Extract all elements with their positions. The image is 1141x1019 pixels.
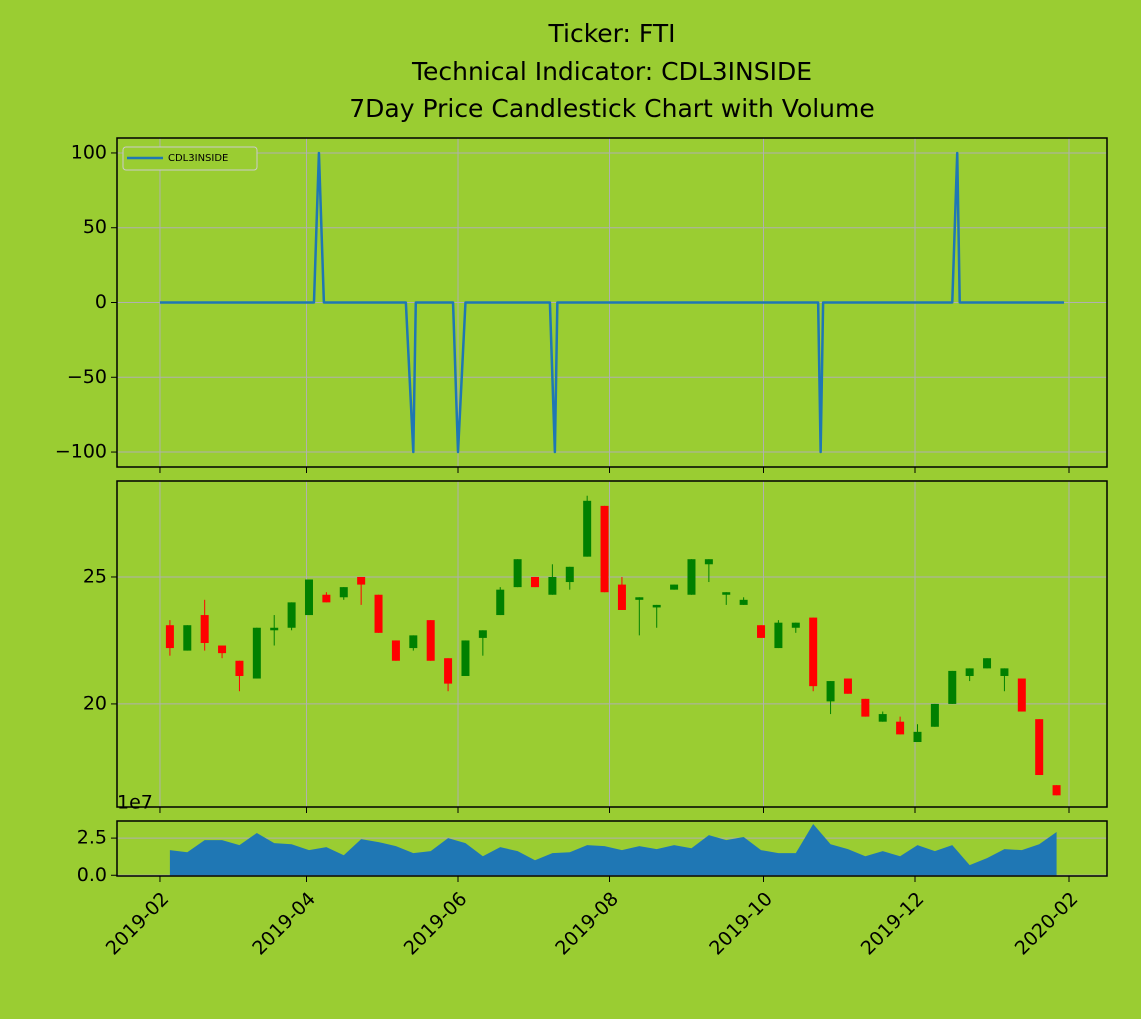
- candle-body: [757, 625, 766, 638]
- candle-body: [252, 627, 261, 679]
- candle-body: [235, 660, 244, 676]
- candle-body: [930, 703, 939, 727]
- candle-body: [965, 668, 974, 676]
- chart-title: Technical Indicator: CDL3INSIDE: [411, 57, 812, 86]
- candle-body: [304, 579, 313, 616]
- candle-body: [339, 587, 348, 598]
- candle-body: [617, 584, 626, 610]
- candle-body: [374, 594, 383, 633]
- candle-body: [461, 640, 470, 676]
- candle-body: [444, 658, 453, 684]
- y-tick-label: 100: [71, 141, 107, 163]
- candle-body: [722, 592, 731, 595]
- candle-body: [983, 658, 992, 669]
- candle-body: [409, 635, 418, 649]
- candle-body: [600, 505, 609, 593]
- candle-body: [861, 698, 870, 717]
- candle-body: [200, 615, 209, 643]
- y-tick-label: 2.5: [77, 827, 107, 849]
- candle-body: [513, 559, 522, 588]
- y-tick-label: −50: [67, 366, 107, 388]
- legend-box: [122, 146, 258, 171]
- candle-body: [896, 721, 905, 735]
- candle-body: [635, 597, 644, 600]
- candle-body: [165, 625, 174, 649]
- candle-body: [391, 640, 400, 661]
- chart-title: Ticker: FTI: [548, 19, 676, 48]
- candle-body: [826, 681, 835, 702]
- candle-body: [548, 576, 557, 595]
- volume-area: [169, 823, 1057, 876]
- candle-body: [739, 599, 748, 605]
- candle-body: [704, 559, 713, 565]
- candle-body: [687, 559, 696, 595]
- candle-body: [270, 627, 279, 631]
- candle-body: [496, 589, 505, 616]
- candle-body: [565, 566, 574, 583]
- candle-body: [1052, 785, 1061, 796]
- candle-body: [583, 500, 592, 557]
- candle-body: [948, 670, 957, 704]
- axes-frame: [116, 137, 1108, 468]
- candle-body: [913, 731, 922, 743]
- axes-frame: [116, 480, 1108, 808]
- candle-body: [1035, 719, 1044, 776]
- y-tick-label: 20: [83, 692, 107, 714]
- y-tick-label: 25: [83, 565, 107, 587]
- indicator-line: [159, 151, 1065, 454]
- candle-body: [357, 576, 366, 585]
- candle-body: [287, 602, 296, 628]
- candle-body: [478, 630, 487, 638]
- candle-body: [791, 622, 800, 628]
- y-tick-label: 0: [95, 291, 107, 313]
- candle-body: [878, 714, 887, 722]
- candle-body: [670, 584, 679, 590]
- chart-title: 7Day Price Candlestick Chart with Volume: [349, 94, 875, 123]
- candle-body: [652, 604, 661, 608]
- candle-body: [218, 645, 227, 654]
- y-tick-label: 50: [83, 216, 107, 238]
- candle-body: [183, 625, 192, 651]
- candle-body: [1017, 678, 1026, 712]
- candle-body: [1000, 668, 1009, 676]
- candle-body: [531, 576, 540, 588]
- y-tick-label: 0.0: [77, 864, 107, 886]
- y-tick-label: −100: [55, 441, 107, 463]
- offset-label: 1e7: [117, 792, 153, 814]
- legend-label: CDL3INSIDE: [168, 153, 228, 164]
- candle-body: [322, 594, 331, 603]
- axes-frame: [116, 820, 1108, 877]
- candle-body: [426, 620, 435, 661]
- candle-body: [774, 622, 783, 649]
- candle-body: [843, 678, 852, 694]
- candle-body: [809, 617, 818, 687]
